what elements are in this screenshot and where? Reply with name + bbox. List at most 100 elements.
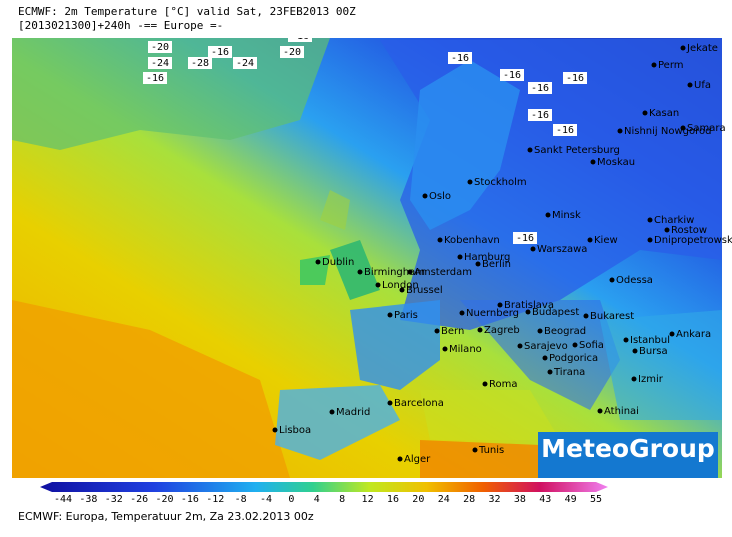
city-label: Kobenhavn	[444, 235, 500, 246]
colorbar-tick-label: 20	[412, 494, 424, 505]
city-dot	[643, 111, 648, 116]
city-label: Izmir	[638, 374, 664, 385]
city-label: Dnipropetrowsk	[654, 235, 732, 246]
city-label: Sofia	[579, 340, 604, 351]
city-label: Bursa	[639, 346, 668, 357]
city-dot	[273, 428, 278, 433]
city-label: Odessa	[616, 275, 653, 286]
colorbar-tick-label: -20	[155, 494, 173, 505]
city-dot	[408, 270, 413, 275]
city-dot	[423, 194, 428, 199]
city-label: Kiew	[594, 235, 618, 246]
city-label: Barcelona	[394, 398, 444, 409]
colorbar-tick-label: -32	[105, 494, 123, 505]
colorbar-tick-label: 24	[438, 494, 450, 505]
colorbar	[40, 482, 608, 492]
city-label: Tirana	[553, 367, 585, 378]
city-dot	[624, 338, 629, 343]
header-line1: ECMWF: 2m Temperature [°C] valid Sat, 23…	[18, 5, 356, 18]
city-dot	[358, 270, 363, 275]
city-dot	[473, 448, 478, 453]
city-dot	[665, 228, 670, 233]
city-label: Lisboa	[279, 425, 311, 436]
isotherm-label: -16	[503, 70, 521, 81]
isotherm-label: -24	[236, 58, 254, 69]
city-dot	[546, 213, 551, 218]
city-dot	[376, 283, 381, 288]
city-dot	[478, 328, 483, 333]
city-dot	[460, 311, 465, 316]
city-label: Kasan	[649, 108, 679, 119]
city-label: Moskau	[597, 157, 635, 168]
city-label: Milano	[449, 344, 482, 355]
city-label: Istanbul	[630, 335, 670, 346]
isotherm-label: -24	[151, 58, 169, 69]
city-label: Alger	[404, 454, 431, 465]
city-dot	[681, 126, 686, 131]
city-dot	[648, 238, 653, 243]
city-dot	[388, 401, 393, 406]
city-dot	[591, 160, 596, 165]
city-label: Budapest	[532, 307, 579, 318]
city-dot	[528, 148, 533, 153]
colorbar-tick-label: -44	[54, 494, 72, 505]
city-dot	[330, 410, 335, 415]
city-label: Beograd	[544, 326, 586, 337]
city-dot	[618, 129, 623, 134]
city-label: Athinai	[604, 406, 639, 417]
city-dot	[438, 238, 443, 243]
city-label: Minsk	[552, 210, 581, 221]
city-label: Brussel	[406, 285, 443, 296]
city-dot	[670, 332, 675, 337]
colorbar-tick-label: -8	[235, 494, 247, 505]
city-dot	[588, 238, 593, 243]
city-label: Perm	[658, 60, 684, 71]
city-label: Bern	[441, 326, 464, 337]
city-dot	[316, 260, 321, 265]
city-label: Oslo	[429, 191, 451, 202]
logo: MeteoGroup	[541, 434, 715, 463]
city-label: Zagreb	[484, 325, 520, 336]
city-label: Roma	[489, 379, 518, 390]
city-dot	[400, 288, 405, 293]
colorbar-tick-label: 4	[314, 494, 320, 505]
colorbar-tick-label: 28	[463, 494, 475, 505]
colorbar-tick-label: 8	[339, 494, 345, 505]
city-dot	[531, 247, 536, 252]
isotherm-label: -16	[566, 73, 584, 84]
isotherm-label: -16	[556, 125, 574, 136]
city-label: Sarajevo	[524, 341, 568, 352]
caption: ECMWF: Europa, Temperatuur 2m, Za 23.02.…	[18, 510, 314, 523]
colorbar-tick-label: 16	[387, 494, 399, 505]
isotherm-label: -20	[151, 42, 169, 53]
colorbar-tick-label: 38	[514, 494, 526, 505]
city-label: Stockholm	[474, 177, 527, 188]
city-label: Samara	[687, 123, 726, 134]
city-dot	[443, 347, 448, 352]
city-label: Ankara	[676, 329, 711, 340]
city-label: Berlin	[482, 259, 511, 270]
city-dot	[633, 349, 638, 354]
isotherm-label: -16	[146, 73, 164, 84]
colorbar-tick-label: 12	[362, 494, 374, 505]
city-dot	[398, 457, 403, 462]
colorbar-tick-label: -26	[130, 494, 148, 505]
colorbar-tick-label: 43	[539, 494, 551, 505]
city-dot	[632, 377, 637, 382]
colorbar-tick-label: 0	[288, 494, 294, 505]
city-dot	[538, 329, 543, 334]
colorbar-tick-label: -4	[260, 494, 272, 505]
city-label: Sankt Petersburg	[534, 145, 620, 156]
city-dot	[518, 344, 523, 349]
city-label: Bukarest	[590, 311, 634, 322]
isotherm-label: -20	[283, 47, 301, 58]
city-dot	[468, 180, 473, 185]
colorbar-tick-label: 55	[590, 494, 602, 505]
city-dot	[388, 313, 393, 318]
isotherm-label: -16	[211, 47, 229, 58]
city-dot	[681, 46, 686, 51]
city-label: Amsterdam	[414, 267, 472, 278]
city-dot	[458, 255, 463, 260]
